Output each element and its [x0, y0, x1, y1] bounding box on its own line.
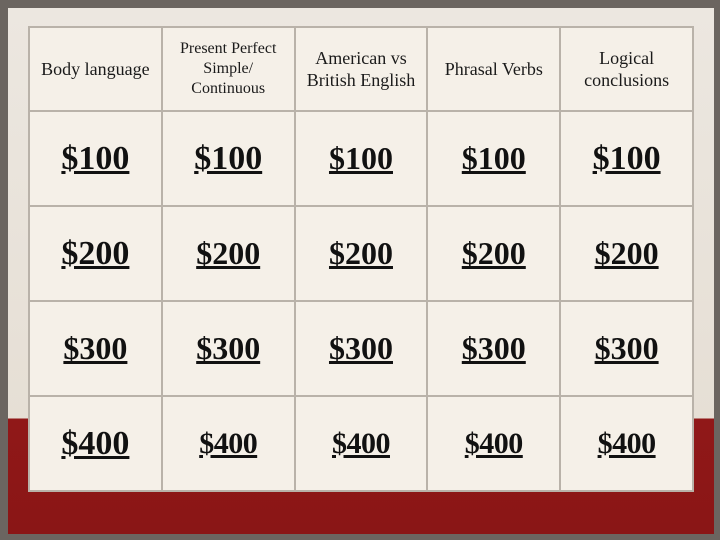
money-cell[interactable]: $300: [196, 330, 260, 367]
money-cell[interactable]: $300: [329, 330, 393, 367]
money-cell[interactable]: $200: [329, 235, 393, 272]
money-cell[interactable]: $200: [196, 235, 260, 272]
money-cell[interactable]: $300: [462, 330, 526, 367]
money-cell[interactable]: $300: [63, 330, 127, 367]
money-cell[interactable]: $200: [61, 235, 129, 273]
table-row: $100 $100 $100 $100 $100: [29, 111, 693, 206]
slide-frame: Body language Present Perfect Simple/ Co…: [8, 8, 714, 534]
game-table: Body language Present Perfect Simple/ Co…: [28, 26, 694, 492]
value-grid: $100 $100 $100 $100 $100 $200 $200 $200 …: [29, 111, 693, 491]
category-header: American vs British English: [295, 27, 428, 111]
money-cell[interactable]: $400: [465, 427, 523, 461]
money-cell[interactable]: $400: [61, 425, 129, 463]
money-cell[interactable]: $100: [329, 140, 393, 177]
category-header: Present Perfect Simple/ Continuous: [162, 27, 295, 111]
category-header: Phrasal Verbs: [427, 27, 560, 111]
money-cell[interactable]: $400: [199, 427, 257, 461]
money-cell[interactable]: $200: [595, 235, 659, 272]
table-row: $200 $200 $200 $200 $200: [29, 206, 693, 301]
money-cell[interactable]: $100: [462, 140, 526, 177]
money-cell[interactable]: $100: [61, 140, 129, 178]
category-header: Body language: [29, 27, 162, 111]
table-row: $300 $300 $300 $300 $300: [29, 301, 693, 396]
category-header: Logical conclusions: [560, 27, 693, 111]
money-cell[interactable]: $300: [595, 330, 659, 367]
money-cell[interactable]: $100: [194, 140, 262, 178]
money-cell[interactable]: $200: [462, 235, 526, 272]
money-cell[interactable]: $400: [332, 427, 390, 461]
category-row: Body language Present Perfect Simple/ Co…: [29, 27, 693, 111]
table-row: $400 $400 $400 $400 $400: [29, 396, 693, 491]
jeopardy-board: Body language Present Perfect Simple/ Co…: [28, 26, 694, 492]
money-cell[interactable]: $100: [593, 140, 661, 178]
money-cell[interactable]: $400: [598, 427, 656, 461]
